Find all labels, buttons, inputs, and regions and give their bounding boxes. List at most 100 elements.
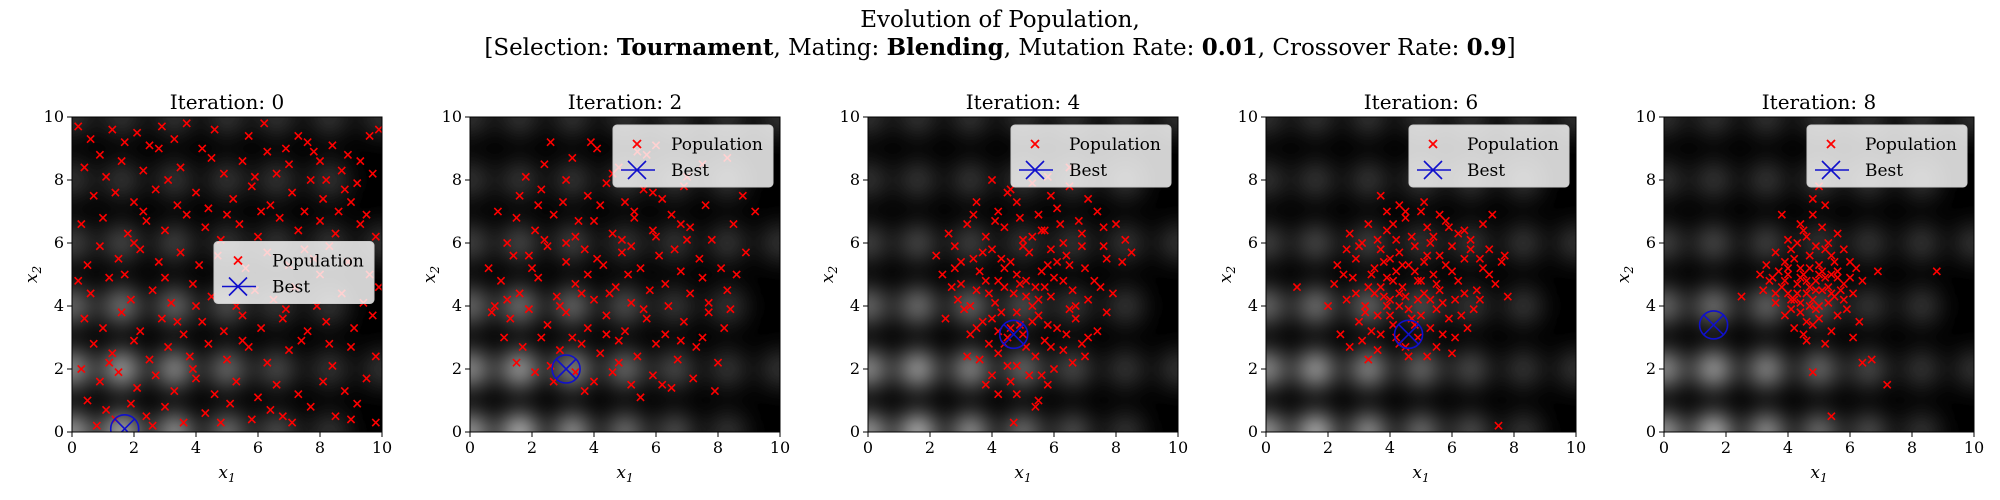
population-point — [953, 295, 963, 304]
x-tick-label: 0 — [1659, 438, 1669, 457]
landscape-peak — [868, 163, 885, 197]
population-point — [1102, 308, 1111, 317]
population-point — [340, 185, 349, 194]
population-point — [108, 125, 117, 134]
population-point — [1429, 270, 1438, 279]
population-point — [518, 342, 527, 352]
population-point — [506, 314, 515, 323]
legend-best-marker — [627, 160, 647, 180]
population-series — [1292, 191, 1512, 430]
landscape-peak — [657, 289, 692, 323]
legend-box — [1010, 124, 1172, 188]
population-point — [210, 390, 219, 399]
population-point — [1062, 330, 1071, 339]
population-point — [1012, 361, 1021, 371]
population-point — [1783, 289, 1793, 298]
population-point — [92, 421, 101, 430]
population-point — [126, 295, 136, 304]
population-point — [1472, 286, 1481, 295]
population-point — [1376, 330, 1385, 339]
population-point — [487, 308, 496, 317]
y-tick-label: 8 — [452, 170, 462, 189]
landscape-peak — [1266, 226, 1283, 260]
population-point — [521, 172, 530, 182]
population-point — [1395, 248, 1404, 257]
population-point — [608, 229, 617, 238]
population-point — [1454, 276, 1463, 285]
population-point — [306, 402, 315, 411]
x-tick-label: 8 — [1509, 438, 1519, 457]
landscape-peak — [157, 415, 192, 432]
population-point — [1824, 298, 1833, 308]
population-point — [651, 339, 661, 348]
population-point — [1339, 270, 1348, 279]
axes-frame — [71, 116, 383, 433]
population-point — [623, 270, 633, 279]
population-point — [636, 393, 645, 402]
population-point — [1423, 352, 1432, 361]
population-point — [1037, 226, 1046, 235]
population-point — [238, 311, 247, 320]
population-point — [1111, 219, 1121, 229]
population-point — [201, 223, 210, 232]
population-point — [941, 314, 950, 323]
population-point — [1755, 270, 1765, 279]
population-point — [499, 333, 509, 342]
population-point — [679, 317, 689, 326]
population-point — [537, 185, 546, 194]
population-point — [1821, 273, 1830, 282]
population-point — [1323, 301, 1333, 311]
population-point — [1488, 210, 1497, 219]
population-point — [1737, 292, 1746, 301]
population-point — [589, 216, 599, 226]
landscape-peak — [1298, 117, 1333, 134]
population-point — [1006, 377, 1015, 386]
landscape-peak — [1749, 352, 1784, 386]
population-point — [682, 235, 692, 245]
population-point — [219, 169, 229, 178]
population-point — [568, 333, 577, 342]
population-point — [546, 138, 555, 147]
landscape-peak — [1506, 289, 1541, 323]
landscape-peak — [1664, 117, 1681, 134]
population-point — [685, 223, 695, 232]
population-point — [281, 304, 291, 314]
best-point — [1393, 319, 1424, 350]
population-point — [512, 358, 521, 367]
population-point — [120, 270, 129, 279]
population-point — [583, 323, 592, 333]
x-tick-label: 6 — [1049, 438, 1059, 457]
population-point — [1342, 295, 1351, 304]
population-point — [1466, 245, 1475, 254]
landscape-peak — [210, 117, 244, 134]
population-point — [1808, 295, 1817, 304]
population-point — [1080, 352, 1090, 361]
legend-box — [612, 124, 774, 188]
x-tick-label: 0 — [465, 438, 475, 457]
population-point — [1419, 289, 1429, 298]
population-point — [654, 251, 664, 260]
population-point — [984, 289, 994, 298]
population-point — [1127, 248, 1136, 257]
y-tick-label: 4 — [1248, 296, 1258, 315]
legend-population-marker — [1826, 139, 1836, 149]
population-point — [204, 339, 213, 348]
landscape-peak — [1664, 226, 1681, 260]
y-tick-label: 6 — [1646, 233, 1656, 252]
population-point — [95, 377, 105, 386]
population-point — [1821, 339, 1830, 348]
population-point — [1438, 330, 1447, 339]
population-point — [1855, 317, 1864, 326]
population-point — [1006, 323, 1015, 333]
population-point — [1049, 364, 1059, 374]
figure-title-line2: [Selection: Tournament, Mating: Blending… — [484, 34, 1515, 61]
population-point — [1351, 289, 1361, 298]
population-point — [222, 210, 232, 219]
population-point — [1373, 345, 1382, 355]
population-point — [1783, 264, 1793, 273]
population-point — [328, 141, 337, 150]
axes-frame — [1265, 116, 1577, 433]
landscape-peak — [868, 289, 885, 323]
legend-population-label: Population — [272, 252, 364, 272]
population-point — [667, 210, 676, 219]
